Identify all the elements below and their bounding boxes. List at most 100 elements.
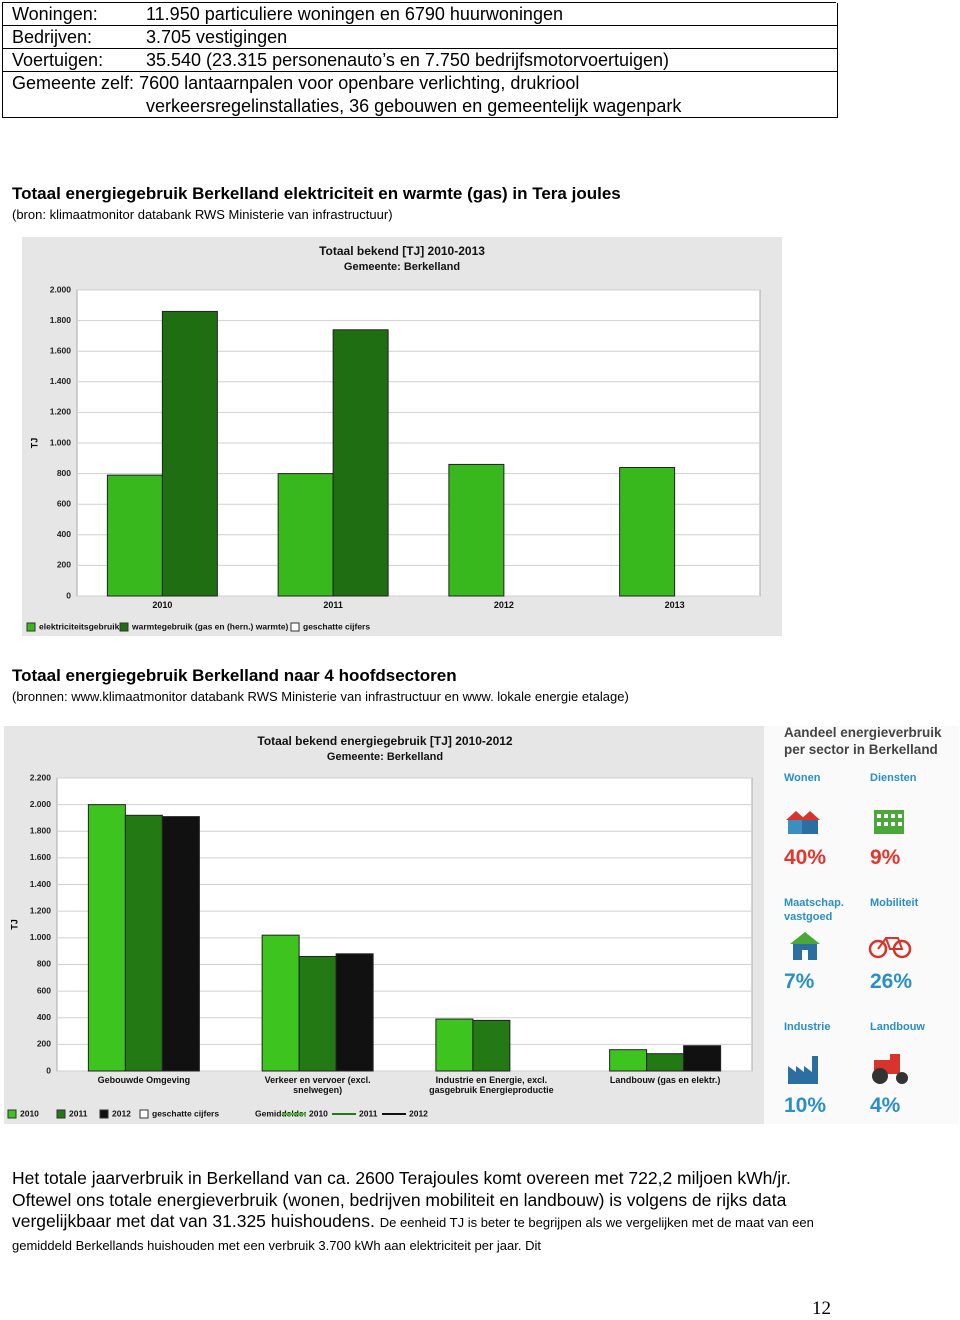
bar bbox=[609, 1049, 648, 1072]
sector-label: Maatschap. vastgoed bbox=[784, 897, 844, 923]
y-tick-label: 2.200 bbox=[30, 772, 52, 782]
y-tick-label: 1.200 bbox=[30, 905, 52, 915]
x-tick-label: 2013 bbox=[664, 600, 685, 610]
building-icon bbox=[790, 932, 820, 960]
x-tick-label: 2011 bbox=[323, 600, 343, 610]
y-tick-label: 800 bbox=[37, 959, 51, 969]
bar bbox=[332, 329, 389, 597]
y-tick-label: 200 bbox=[57, 560, 71, 570]
y-tick-label: 800 bbox=[57, 468, 71, 478]
x-tick-label: 2010 bbox=[152, 600, 173, 610]
legend-label: warmtegebruik (gas en (hern.) warmte) bbox=[131, 621, 289, 631]
y-tick-label: 600 bbox=[37, 985, 51, 995]
x-tick-label: Landbouw (gas en elektr.) bbox=[609, 1075, 721, 1085]
bar bbox=[646, 1053, 685, 1072]
sector-label: Mobiliteit bbox=[870, 897, 919, 909]
table-key: Voertuigen: bbox=[12, 50, 104, 70]
bar bbox=[161, 310, 218, 597]
y-tick-label: 2.000 bbox=[50, 284, 72, 294]
legend-label: 2011 bbox=[69, 1108, 88, 1118]
y-tick-label: 400 bbox=[37, 1012, 51, 1022]
legend-swatch bbox=[56, 1109, 66, 1119]
sector-label: Industrie bbox=[784, 1021, 831, 1033]
bar bbox=[106, 474, 163, 597]
x-tick-label: 2012 bbox=[493, 600, 514, 610]
legend-label: elektriciteitsgebruik bbox=[39, 621, 120, 631]
sector-share: 40% bbox=[784, 846, 827, 869]
y-tick-label: 1.600 bbox=[30, 852, 52, 862]
table-value: 3.705 vestigingen bbox=[146, 27, 288, 47]
bar bbox=[124, 814, 163, 1072]
x-tick-label: Verkeer en vervoer (excl. snelwegen) bbox=[264, 1075, 371, 1095]
table-key: Woningen: bbox=[12, 4, 98, 24]
table-row: Gemeente zelf: 7600 lantaarnpalen voor o… bbox=[2, 72, 838, 118]
table-top-border bbox=[2, 2, 836, 3]
paragraph-text: Het totale jaarverbruik in Berkelland va… bbox=[12, 1168, 791, 1231]
y-tick-label: 0 bbox=[66, 590, 71, 600]
bar bbox=[448, 463, 505, 597]
section-source: (bron: klimaatmonitor databank RWS Minis… bbox=[12, 207, 393, 222]
y-tick-label: 1.800 bbox=[30, 826, 52, 836]
sector-share: 7% bbox=[784, 970, 815, 993]
legend-label: 2010 bbox=[20, 1108, 39, 1118]
y-tick-label: 1.200 bbox=[50, 407, 72, 417]
bike-icon bbox=[868, 937, 912, 959]
tractor-icon bbox=[872, 1054, 908, 1084]
house-icon bbox=[786, 811, 820, 834]
y-tick-label: 1.600 bbox=[50, 345, 72, 355]
y-tick-label: 600 bbox=[57, 498, 71, 508]
x-tick-label: Gebouwde Omgeving bbox=[97, 1075, 191, 1085]
legend-label: 2010 bbox=[309, 1108, 328, 1118]
table-value: 11.950 particuliere woningen en 6790 huu… bbox=[146, 4, 563, 24]
y-tick-label: 1.400 bbox=[30, 879, 52, 889]
page-number: 12 bbox=[812, 1298, 831, 1319]
y-tick-label: 0 bbox=[46, 1065, 51, 1075]
y-tick-label: 400 bbox=[57, 529, 71, 539]
legend-label: Gemiddelde: bbox=[255, 1108, 307, 1118]
table-row: Bedrijven: 3.705 vestigingen bbox=[2, 26, 838, 49]
legend-swatch bbox=[139, 1109, 149, 1119]
chart-title: Totaal bekend energiegebruik [TJ] 2010-2… bbox=[257, 734, 513, 748]
legend-swatch bbox=[26, 622, 36, 632]
table-value: 35.540 (23.315 personenauto’s en 7.750 b… bbox=[146, 50, 670, 70]
legend-swatch bbox=[99, 1109, 109, 1119]
table-row: Woningen: 11.950 particuliere woningen e… bbox=[2, 3, 838, 26]
bar bbox=[277, 473, 334, 597]
y-tick-label: 1.800 bbox=[50, 315, 72, 325]
section-heading: Totaal energiegebruik Berkelland elektri… bbox=[12, 184, 621, 203]
y-tick-label: 1.000 bbox=[30, 932, 52, 942]
bar bbox=[161, 816, 200, 1072]
bar bbox=[435, 1018, 474, 1072]
table-key: Gemeente zelf: 7600 lantaarnpalen voor o… bbox=[12, 73, 580, 93]
x-tick-label: Industrie en Energie, excl. gasgebruik E… bbox=[429, 1075, 554, 1095]
bar bbox=[472, 1019, 511, 1072]
sector-share: 9% bbox=[870, 846, 901, 869]
paragraph-small: De eenheid TJ is beter te begrijpen als … bbox=[12, 1215, 814, 1253]
legend-swatch bbox=[7, 1109, 17, 1119]
y-tick-label: 2.000 bbox=[30, 799, 52, 809]
factory-icon bbox=[788, 1056, 818, 1084]
section-source: (bronnen: www.klimaatmonitor databank RW… bbox=[12, 689, 629, 704]
legend-label: 2012 bbox=[409, 1108, 428, 1118]
bar bbox=[335, 953, 374, 1072]
sector-label: Wonen bbox=[784, 772, 821, 784]
bar bbox=[298, 955, 337, 1072]
sector-share: 4% bbox=[870, 1094, 901, 1117]
infographic: Aandeel energieverbruik per sector in Be… bbox=[764, 725, 959, 1124]
chart-subtitle: Gemeente: Berkelland bbox=[344, 261, 460, 273]
chart-subtitle: Gemeente: Berkelland bbox=[327, 751, 443, 763]
office-icon bbox=[874, 810, 904, 834]
table-value: verkeersregelinstallaties, 36 gebouwen e… bbox=[146, 96, 682, 116]
table-key: Bedrijven: bbox=[12, 27, 93, 47]
bar bbox=[683, 1045, 722, 1072]
bar bbox=[619, 466, 676, 597]
section-heading: Totaal energiegebruik Berkelland naar 4 … bbox=[12, 666, 457, 685]
y-axis-label: TJ bbox=[29, 438, 39, 449]
y-tick-label: 1.400 bbox=[50, 376, 72, 386]
bar bbox=[87, 804, 126, 1072]
table-row: Voertuigen: 35.540 (23.315 personenauto’… bbox=[2, 49, 838, 72]
y-axis-label: TJ bbox=[9, 919, 19, 930]
legend-swatch bbox=[119, 622, 129, 632]
